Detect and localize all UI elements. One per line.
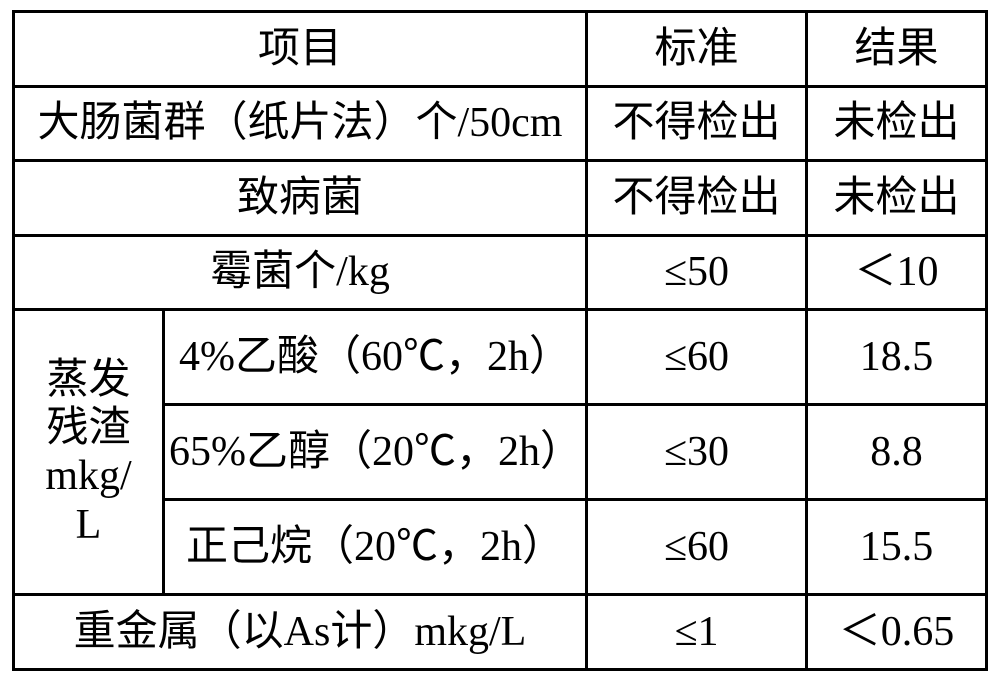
evap-label-line3: mkg/	[19, 452, 158, 500]
row-label-evap2: 65%乙醇（20℃，2h）	[164, 405, 587, 500]
row-label-evap1: 4%乙酸（60℃，2h）	[164, 310, 587, 405]
header-row: 项目 标准 结果	[14, 12, 987, 87]
spec-table: 项目 标准 结果 大肠菌群（纸片法）个/50cm 不得检出 未检出 致病菌 不得…	[12, 10, 988, 671]
row-group-evap: 蒸发 残渣 mkg/ L	[14, 310, 164, 595]
row-standard: ≤60	[587, 500, 807, 595]
row-label-mold: 霉菌个/kg	[14, 235, 587, 310]
table-row: 致病菌 不得检出 未检出	[14, 161, 987, 236]
row-label-evap3: 正己烷（20℃，2h）	[164, 500, 587, 595]
row-standard: ≤50	[587, 235, 807, 310]
header-standard: 标准	[587, 12, 807, 87]
row-label-heavy-metal: 重金属（以As计）mkg/L	[14, 595, 587, 670]
row-result: 15.5	[807, 500, 987, 595]
table-row: 霉菌个/kg ≤50 ＜10	[14, 235, 987, 310]
row-label-coliform: 大肠菌群（纸片法）个/50cm	[14, 86, 587, 161]
table-row: 大肠菌群（纸片法）个/50cm 不得检出 未检出	[14, 86, 987, 161]
header-item: 项目	[14, 12, 587, 87]
table-container: 项目 标准 结果 大肠菌群（纸片法）个/50cm 不得检出 未检出 致病菌 不得…	[0, 0, 1000, 681]
row-result: 未检出	[807, 161, 987, 236]
table-row: 重金属（以As计）mkg/L ≤1 ＜0.65	[14, 595, 987, 670]
evap-label-line2: 残渣	[19, 404, 158, 452]
evap-label-line1: 蒸发	[19, 356, 158, 404]
row-label-pathogen: 致病菌	[14, 161, 587, 236]
row-result: ＜0.65	[807, 595, 987, 670]
row-standard: 不得检出	[587, 86, 807, 161]
row-standard: ≤30	[587, 405, 807, 500]
row-result: 未检出	[807, 86, 987, 161]
row-standard: ≤1	[587, 595, 807, 670]
row-standard: 不得检出	[587, 161, 807, 236]
header-result: 结果	[807, 12, 987, 87]
evap-label-line4: L	[19, 501, 158, 549]
row-result: ＜10	[807, 235, 987, 310]
row-result: 18.5	[807, 310, 987, 405]
table-row: 蒸发 残渣 mkg/ L 4%乙酸（60℃，2h） ≤60 18.5	[14, 310, 987, 405]
row-standard: ≤60	[587, 310, 807, 405]
row-result: 8.8	[807, 405, 987, 500]
